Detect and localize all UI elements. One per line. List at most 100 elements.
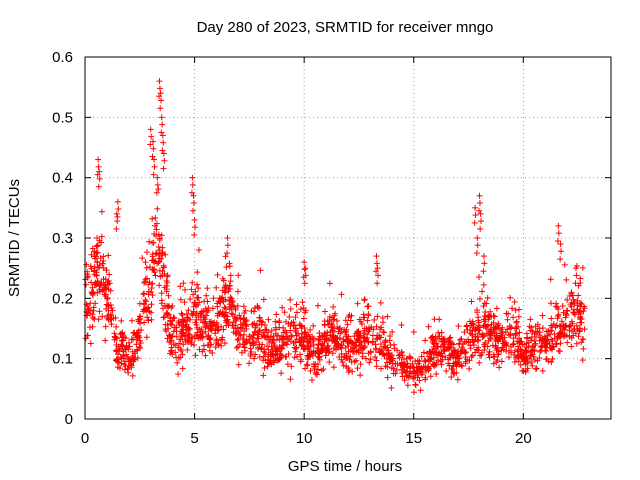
data-point bbox=[427, 373, 434, 380]
data-point bbox=[307, 343, 314, 350]
data-point bbox=[165, 292, 172, 299]
data-point bbox=[159, 121, 166, 128]
data-point bbox=[163, 288, 170, 295]
data-point bbox=[299, 342, 306, 349]
data-point bbox=[477, 225, 484, 232]
data-point bbox=[314, 366, 321, 373]
data-point bbox=[191, 341, 198, 348]
data-point bbox=[122, 346, 129, 353]
data-point bbox=[472, 212, 479, 219]
data-point bbox=[158, 129, 165, 136]
data-point bbox=[219, 336, 226, 343]
data-point bbox=[382, 363, 389, 370]
data-point bbox=[347, 353, 354, 360]
data-point bbox=[299, 299, 306, 306]
data-point bbox=[532, 334, 539, 341]
data-point bbox=[543, 328, 550, 335]
data-point bbox=[480, 303, 487, 310]
data-point bbox=[201, 298, 208, 305]
data-point bbox=[287, 376, 294, 383]
data-point bbox=[545, 358, 552, 365]
data-point bbox=[544, 332, 551, 339]
data-point bbox=[474, 235, 481, 241]
data-point bbox=[158, 114, 165, 121]
data-point bbox=[476, 207, 483, 214]
data-point bbox=[548, 322, 555, 329]
data-point bbox=[529, 351, 536, 358]
data-point bbox=[95, 156, 102, 163]
data-point bbox=[152, 272, 159, 279]
data-point bbox=[98, 208, 105, 215]
data-point bbox=[477, 210, 484, 217]
data-point bbox=[188, 286, 195, 293]
data-point bbox=[548, 359, 555, 366]
data-point bbox=[558, 248, 565, 255]
data-point bbox=[357, 372, 364, 379]
data-point bbox=[132, 348, 139, 355]
data-point bbox=[374, 265, 381, 272]
data-point bbox=[388, 384, 395, 391]
data-point bbox=[149, 292, 156, 299]
data-point bbox=[507, 294, 514, 301]
data-point bbox=[398, 362, 405, 369]
data-point bbox=[332, 343, 339, 350]
data-point bbox=[510, 340, 517, 347]
data-point bbox=[91, 268, 98, 275]
data-point bbox=[154, 181, 161, 188]
data-point bbox=[153, 220, 160, 227]
data-point bbox=[284, 361, 291, 368]
data-point bbox=[221, 289, 228, 296]
data-point bbox=[288, 363, 295, 370]
data-point bbox=[158, 97, 165, 104]
y-tick-label: 0.5 bbox=[52, 109, 73, 126]
data-point bbox=[204, 285, 211, 292]
data-point bbox=[202, 323, 209, 330]
data-point bbox=[532, 340, 539, 347]
data-point bbox=[431, 316, 438, 323]
data-point bbox=[471, 219, 478, 226]
data-point bbox=[564, 339, 571, 346]
data-point bbox=[384, 374, 391, 381]
data-point bbox=[578, 339, 585, 346]
data-point bbox=[94, 259, 101, 266]
data-point bbox=[115, 359, 122, 366]
data-point bbox=[322, 352, 329, 359]
data-point bbox=[241, 344, 248, 351]
data-point bbox=[531, 356, 538, 363]
data-point bbox=[300, 315, 307, 322]
data-point bbox=[343, 331, 350, 338]
data-point bbox=[178, 310, 185, 317]
data-point bbox=[512, 330, 519, 337]
data-point bbox=[450, 341, 457, 348]
data-point bbox=[148, 285, 155, 292]
data-point bbox=[153, 226, 160, 233]
data-point bbox=[264, 343, 271, 350]
data-point bbox=[487, 331, 494, 338]
data-point bbox=[399, 363, 406, 370]
data-point bbox=[521, 354, 528, 361]
data-point bbox=[160, 165, 167, 172]
data-point bbox=[373, 253, 380, 260]
data-point bbox=[174, 359, 181, 366]
data-point bbox=[260, 372, 267, 379]
data-point bbox=[433, 340, 440, 347]
data-point bbox=[138, 326, 145, 333]
data-point bbox=[579, 336, 586, 343]
data-point bbox=[141, 307, 148, 314]
data-point bbox=[147, 141, 154, 148]
data-point bbox=[481, 313, 488, 320]
data-point bbox=[251, 328, 258, 335]
data-point bbox=[192, 288, 199, 295]
data-point bbox=[113, 348, 120, 355]
data-point bbox=[453, 369, 460, 376]
data-point bbox=[438, 329, 445, 336]
y-axis-label: SRMTID / TECUs bbox=[6, 179, 23, 297]
data-point bbox=[572, 265, 579, 272]
chart-title: Day 280 of 2023, SRMTID for receiver mng… bbox=[197, 19, 494, 36]
data-point bbox=[337, 343, 344, 350]
data-point bbox=[278, 352, 285, 359]
data-point bbox=[373, 336, 380, 343]
data-point bbox=[227, 297, 234, 304]
data-point bbox=[568, 343, 575, 350]
data-point bbox=[580, 303, 587, 310]
